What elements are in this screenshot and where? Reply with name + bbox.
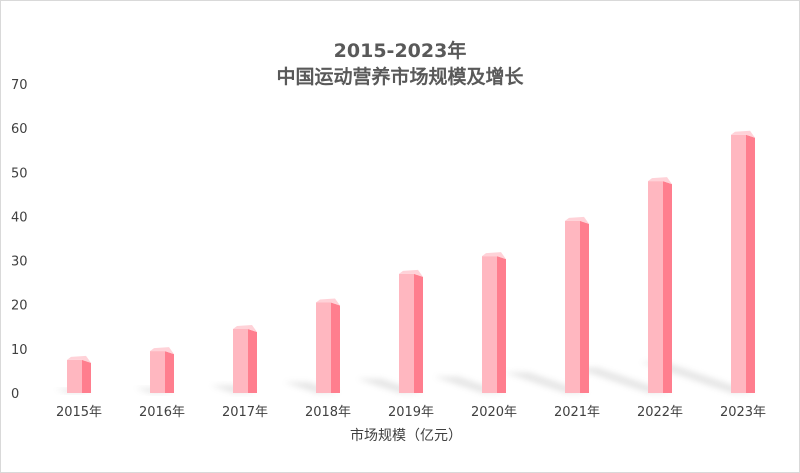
x-tick-label: 2021年 [554, 405, 600, 420]
bar-side-face [580, 220, 589, 393]
x-tick-label: 2023年 [720, 405, 766, 420]
bar-top-face [67, 355, 91, 363]
bar-front-face [233, 328, 248, 393]
bar [399, 269, 423, 393]
x-tick-label: 2020年 [471, 405, 517, 420]
y-tick-label: 50 [11, 166, 28, 181]
bar-front-face [316, 302, 331, 393]
bar-side-face [497, 256, 506, 393]
x-axis-title: 市场规模（亿元） [350, 427, 462, 444]
bar-side-face [248, 328, 257, 393]
x-axis-ticks: 2015年 2016年 2017年 2018年 2019年 2020年 2021年 2022年… [56, 405, 766, 420]
y-tick-label: 20 [11, 299, 28, 314]
bar-front-face [67, 359, 82, 393]
bar [233, 324, 257, 393]
x-tick-label: 2019年 [388, 405, 434, 420]
bar-top-face [399, 269, 423, 277]
bar-front-face [731, 134, 746, 393]
bar-side-face [414, 273, 423, 393]
y-tick-label: 0 [11, 387, 19, 402]
x-tick-label: 2022年 [637, 405, 683, 420]
y-tick-label: 10 [11, 343, 28, 358]
bar [648, 177, 672, 393]
bar [565, 216, 589, 393]
bar-front-face [565, 220, 580, 393]
x-tick-label: 2017年 [222, 405, 268, 420]
bar-top-face [233, 324, 257, 332]
y-tick-label: 30 [11, 255, 28, 270]
bar-top-face [565, 216, 589, 224]
bar-side-face [331, 302, 340, 393]
bar-side-face [82, 359, 91, 393]
bars [67, 130, 755, 393]
y-tick-label: 60 [11, 122, 28, 137]
bar [150, 347, 174, 393]
y-tick-label: 70 [11, 78, 28, 93]
chart-title: 2015-2023年 [334, 39, 467, 62]
x-tick-label: 2018年 [305, 405, 351, 420]
bar-top-face [482, 252, 506, 260]
bar-side-face [663, 181, 672, 393]
y-axis-ticks: 0 10 20 30 40 50 60 70 [11, 78, 28, 402]
bar-top-face [648, 177, 672, 185]
x-tick-label: 2015年 [56, 405, 102, 420]
bar-side-face [165, 351, 174, 393]
bar-front-face [150, 351, 165, 393]
bar-top-face [731, 130, 755, 138]
chart-subtitle: 中国运动营养市场规模及增长 [276, 65, 524, 88]
bar [482, 252, 506, 393]
bar-top-face [316, 298, 340, 306]
x-tick-label: 2016年 [139, 405, 185, 420]
bar-shadow [573, 367, 672, 393]
bar-side-face [746, 134, 755, 393]
bar-front-face [399, 273, 414, 393]
bar-top-face [150, 347, 174, 355]
bar [316, 298, 340, 393]
bar-front-face [482, 256, 497, 393]
bar [731, 130, 755, 393]
bar [67, 355, 91, 393]
y-tick-label: 40 [11, 210, 28, 225]
bar-front-face [648, 181, 663, 393]
